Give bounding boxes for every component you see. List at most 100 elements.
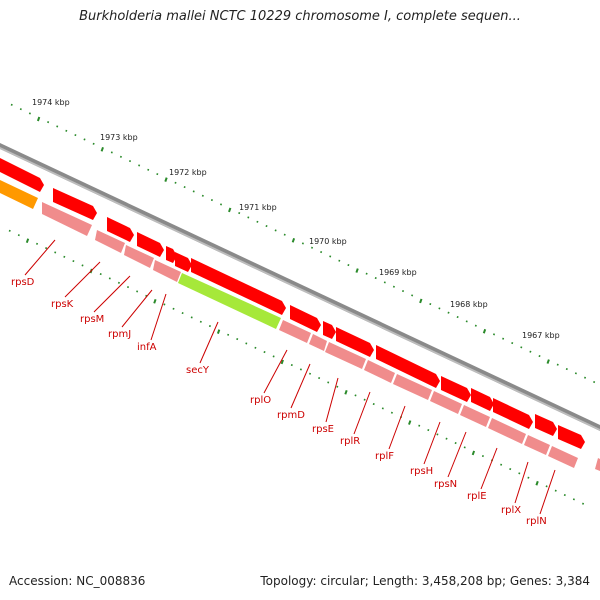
gene-label-secy[interactable]: secY: [186, 365, 210, 376]
gene-leader-line: [64, 261, 101, 298]
gene-leader-line: [121, 289, 153, 328]
cds-arrow[interactable]: [290, 305, 321, 332]
minor-tick: [320, 251, 323, 254]
gene-label-rpsk[interactable]: rpsK: [51, 299, 74, 310]
cds-block[interactable]: [393, 374, 432, 400]
major-tick: [482, 328, 487, 334]
major-tick: [471, 450, 476, 456]
minor-tick: [593, 380, 596, 384]
gene-leader-line: [353, 391, 371, 435]
cds-arrow[interactable]: [175, 252, 192, 272]
major-tick: [291, 237, 296, 243]
cds-block[interactable]: [430, 391, 462, 414]
minor-tick: [236, 338, 239, 341]
cds-arrow[interactable]: [493, 398, 533, 429]
minor-tick: [119, 155, 122, 158]
minor-tick: [290, 364, 293, 367]
gene-label-rpln[interactable]: rplN: [526, 516, 547, 527]
minor-tick: [81, 264, 84, 267]
minor-tick: [318, 377, 321, 380]
minor-tick: [492, 333, 496, 336]
gene-label-rplf[interactable]: rplF: [375, 451, 394, 462]
gene-label-rplo[interactable]: rplO: [250, 395, 271, 406]
minor-tick: [583, 376, 587, 379]
cds-arrow[interactable]: [471, 388, 494, 411]
gene-label-rpsd[interactable]: rpsD: [11, 277, 35, 288]
cds-block[interactable]: [595, 458, 600, 471]
minor-tick: [8, 229, 11, 232]
major-tick: [408, 420, 412, 425]
minor-tick: [411, 294, 414, 297]
cds-block[interactable]: [153, 260, 181, 282]
cds-block[interactable]: [95, 230, 125, 253]
gene-leader-line: [24, 239, 56, 276]
cds-block-highlighted[interactable]: [178, 273, 281, 329]
cds-block[interactable]: [488, 418, 526, 444]
cds-arrow[interactable]: [0, 158, 44, 192]
cds-arrow[interactable]: [336, 327, 374, 357]
gene-label-rple[interactable]: rplE: [467, 491, 487, 502]
minor-tick: [436, 433, 439, 436]
cds-block[interactable]: [279, 320, 311, 343]
gene-label-rpmd[interactable]: rpmD: [277, 410, 305, 421]
gene-label-rplr[interactable]: rplR: [340, 436, 360, 447]
minor-tick: [263, 351, 266, 354]
cds-arrow[interactable]: [191, 258, 286, 315]
minor-tick: [390, 411, 393, 414]
cds-block[interactable]: [124, 245, 154, 268]
cds-arrow[interactable]: [558, 425, 585, 449]
gene-leader-line: [199, 321, 219, 364]
gene-labels: rpsD rpsK rpsM rpmJ infA secY rplO rpmD rpsE rplR…: [11, 277, 547, 527]
chromosome-backbone-inner: [0, 147, 600, 431]
cds-block[interactable]: [42, 202, 92, 236]
gene-label-rpsn[interactable]: rpsN: [434, 479, 457, 490]
gene-label-rplx[interactable]: rplX: [501, 505, 521, 516]
minor-tick: [383, 281, 386, 284]
cds-block[interactable]: [364, 360, 395, 383]
cds-block[interactable]: [460, 405, 490, 427]
topology-summary: Topology: circular; Length: 3,458,208 bp…: [260, 574, 590, 588]
cds-block-orange[interactable]: [0, 180, 38, 209]
minor-tick: [117, 281, 120, 284]
scale-label: 1974 kbp: [32, 98, 70, 107]
minor-tick: [527, 476, 530, 479]
cds-arrow[interactable]: [535, 414, 557, 436]
minor-tick: [363, 398, 366, 401]
gene-label-rpsm[interactable]: rpsM: [80, 314, 104, 325]
cds-arrow[interactable]: [323, 321, 336, 339]
minor-tick: [92, 142, 95, 145]
cds-block[interactable]: [524, 435, 550, 455]
gene-label-rpsh[interactable]: rpsH: [410, 466, 433, 477]
minor-tick: [28, 112, 31, 115]
cds-arrow[interactable]: [441, 376, 471, 402]
cds-block[interactable]: [309, 334, 327, 351]
minor-tick: [47, 121, 50, 124]
scale-label: 1972 kbp: [169, 168, 207, 177]
cds-arrow[interactable]: [107, 217, 134, 242]
minor-tick: [210, 199, 213, 202]
second-track-genes: [0, 180, 600, 471]
cds-arrow[interactable]: [53, 188, 97, 220]
minor-tick: [19, 108, 22, 111]
minor-tick: [245, 342, 248, 345]
scale-ticks-outer: [10, 103, 596, 384]
gene-label-rpse[interactable]: rpsE: [312, 424, 334, 435]
cds-arrow[interactable]: [166, 246, 177, 263]
minor-tick: [247, 216, 250, 219]
minor-tick: [445, 437, 448, 440]
gene-label-rpmj[interactable]: rpmJ: [108, 329, 131, 340]
major-tick: [216, 329, 221, 334]
cds-arrow[interactable]: [376, 345, 440, 388]
gene-label-infa[interactable]: infA: [137, 342, 157, 353]
major-tick: [25, 238, 30, 243]
cds-arrow[interactable]: [137, 232, 164, 257]
minor-tick: [427, 428, 430, 432]
cds-block[interactable]: [325, 342, 366, 369]
minor-tick: [429, 302, 432, 306]
minor-tick: [208, 325, 211, 328]
minor-tick: [418, 424, 421, 427]
cds-block[interactable]: [548, 446, 578, 468]
minor-tick: [438, 307, 441, 310]
minor-tick: [327, 381, 330, 384]
